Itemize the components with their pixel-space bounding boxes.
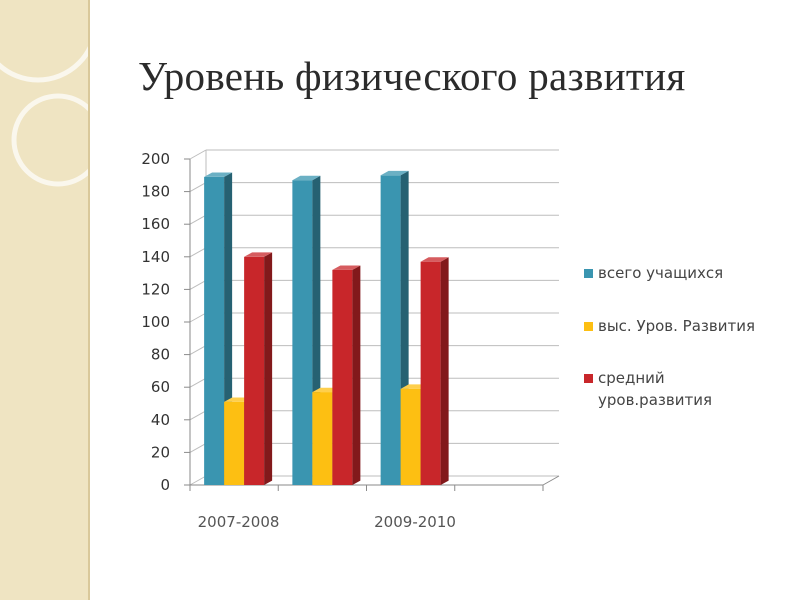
legend-entry: средний уров.развития xyxy=(584,369,712,409)
bar-front xyxy=(400,388,421,485)
gridline-depth xyxy=(189,475,207,486)
gridline-depth xyxy=(189,214,207,225)
bar-side xyxy=(264,252,273,485)
legend-label: всего учащихся xyxy=(598,264,723,282)
gridline-depth xyxy=(189,149,207,160)
chart-legend: всего учащихся выс. Уров. Развития средний… xyxy=(584,264,755,409)
bar-top xyxy=(380,170,409,176)
gridline-depth xyxy=(189,442,207,453)
y-tick-label: 80 xyxy=(151,346,170,364)
y-tick-label: 0 xyxy=(160,476,170,494)
bar xyxy=(332,265,361,485)
chart-labels: 0 20 40 60 80 100 120 140 160 180 200 2007-2008 2009… xyxy=(141,150,456,531)
y-tick-label: 100 xyxy=(141,313,170,331)
gridline-depth xyxy=(189,410,207,421)
y-tick-label: 140 xyxy=(141,248,170,266)
bar-front xyxy=(292,180,313,485)
legend-swatch xyxy=(584,374,593,383)
bar-top xyxy=(292,175,321,181)
y-tick-label: 60 xyxy=(151,378,170,396)
y-tick-label: 120 xyxy=(141,280,170,298)
gridline-depth xyxy=(189,377,207,388)
chart-bars xyxy=(204,170,449,486)
gridline-depth xyxy=(189,312,207,323)
gridline-depth xyxy=(189,279,207,290)
slide-title: Уровень физического развития xyxy=(138,53,686,99)
bar-front xyxy=(332,269,353,485)
legend-swatch xyxy=(584,322,593,331)
bar xyxy=(420,257,449,485)
bar-top xyxy=(420,257,449,262)
bar-side xyxy=(352,265,361,485)
y-tick-label: 160 xyxy=(141,215,170,233)
bar xyxy=(244,252,273,485)
gridline-depth xyxy=(189,345,207,356)
bar-side xyxy=(440,257,449,485)
legend-label: выс. Уров. Развития xyxy=(598,317,755,335)
legend-swatch xyxy=(584,269,593,278)
gridline-depth xyxy=(189,182,207,193)
bar-top xyxy=(204,172,233,177)
floor-edge xyxy=(542,475,560,486)
x-tick-label: 2007-2008 xyxy=(198,513,280,531)
legend-entry: выс. Уров. Развития xyxy=(584,317,755,335)
bar-front xyxy=(380,175,401,486)
bar-front xyxy=(420,261,441,485)
y-tick-label: 200 xyxy=(141,150,170,168)
y-tick-label: 40 xyxy=(151,411,170,429)
legend-label: средний xyxy=(598,369,665,387)
x-tick-label: 2009-2010 xyxy=(374,513,456,531)
decorative-side-strip xyxy=(0,0,90,600)
bar-front xyxy=(244,256,265,485)
bar-top xyxy=(244,252,273,257)
y-tick-label: 180 xyxy=(141,183,170,201)
legend-entry: всего учащихся xyxy=(584,264,723,282)
bar-front xyxy=(312,392,333,485)
bar-top xyxy=(332,265,361,270)
y-tick-label: 20 xyxy=(151,443,170,461)
bar-front xyxy=(224,401,245,485)
bar-front xyxy=(204,176,225,485)
legend-label: уров.развития xyxy=(598,391,712,409)
decorative-circles xyxy=(0,46,88,187)
gridline-depth xyxy=(189,247,207,258)
